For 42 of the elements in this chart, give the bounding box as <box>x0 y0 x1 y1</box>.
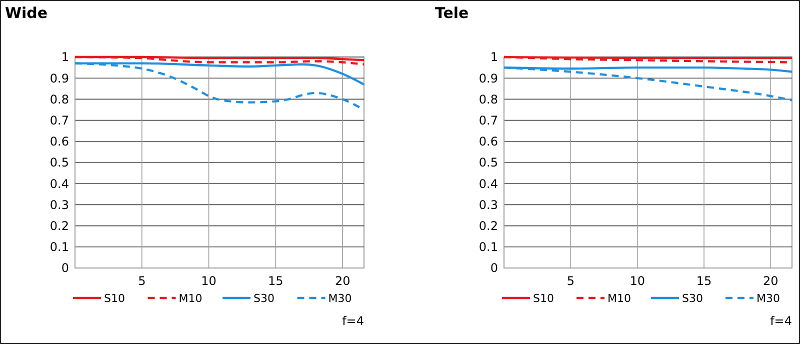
y-tick-label: 0.8 <box>478 92 498 106</box>
y-tick-label: 0.6 <box>478 134 498 149</box>
y-tick-label: 0.2 <box>50 219 69 233</box>
x-tick-label: 10 <box>201 274 216 288</box>
y-tick-label: 0.7 <box>478 114 498 128</box>
legend-label: M30 <box>756 292 780 305</box>
x-tick-label: 20 <box>334 274 350 288</box>
x-tick-label: 10 <box>630 274 645 288</box>
y-tick-label: 0.5 <box>50 156 69 170</box>
chart-title: Tele <box>435 4 469 22</box>
x-tick-label: 15 <box>696 274 712 288</box>
x-tick-label: 15 <box>268 274 284 288</box>
x-tick-label: 20 <box>763 274 778 288</box>
chart-title: Wide <box>5 4 48 22</box>
text: f=4 <box>770 314 792 328</box>
y-tick-label: 0.2 <box>478 219 498 233</box>
text: f=4 <box>342 314 364 328</box>
x-tick-label: 5 <box>138 274 146 288</box>
y-tick-label: 0.4 <box>50 176 69 191</box>
y-tick-label: 0.8 <box>50 92 69 106</box>
y-tick-label: 0.9 <box>478 71 498 86</box>
x-tick-label: 5 <box>566 274 574 288</box>
y-tick-label: 1 <box>490 50 498 64</box>
legend-label: S30 <box>682 292 703 305</box>
y-tick-label: 1 <box>61 50 69 64</box>
legend-label: S10 <box>104 292 125 305</box>
legend-label: S30 <box>254 292 274 305</box>
y-tick-label: 0 <box>61 261 69 276</box>
legend-label: M10 <box>178 292 202 305</box>
y-tick-label: 0 <box>490 261 498 276</box>
y-tick-label: 0.1 <box>478 240 498 254</box>
y-tick-label: 0.9 <box>50 71 69 86</box>
legend-label: M30 <box>328 292 352 305</box>
y-tick-label: 0.5 <box>478 156 498 170</box>
y-tick-label: 0.1 <box>50 240 69 254</box>
legend-label: M10 <box>608 292 631 305</box>
y-tick-label: 0.3 <box>478 198 498 212</box>
y-tick-label: 0.6 <box>50 134 69 149</box>
y-tick-label: 0.3 <box>50 198 69 212</box>
legend-label: S10 <box>533 292 554 305</box>
y-tick-label: 0.4 <box>478 176 498 191</box>
y-tick-label: 0.7 <box>50 114 69 128</box>
